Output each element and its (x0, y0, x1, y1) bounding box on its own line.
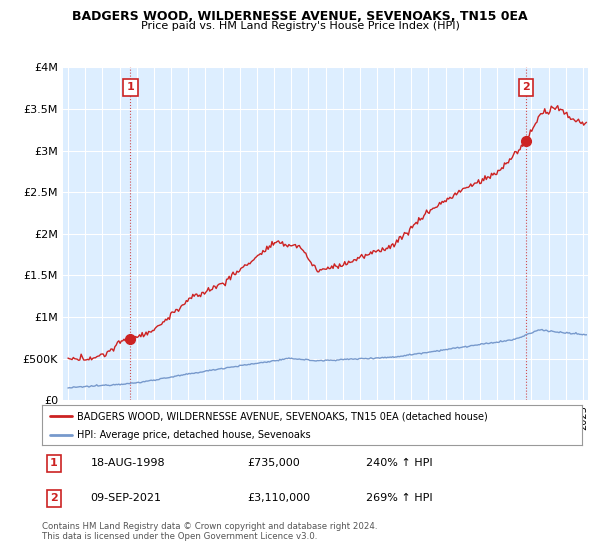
Text: 1: 1 (50, 459, 58, 468)
Text: 18-AUG-1998: 18-AUG-1998 (91, 459, 165, 468)
Text: HPI: Average price, detached house, Sevenoaks: HPI: Average price, detached house, Seve… (77, 430, 311, 440)
Text: Price paid vs. HM Land Registry's House Price Index (HPI): Price paid vs. HM Land Registry's House … (140, 21, 460, 31)
Text: 09-SEP-2021: 09-SEP-2021 (91, 493, 161, 503)
Text: 1: 1 (127, 82, 134, 92)
Text: 2: 2 (522, 82, 530, 92)
Text: £735,000: £735,000 (247, 459, 300, 468)
Text: 269% ↑ HPI: 269% ↑ HPI (366, 493, 433, 503)
Text: 240% ↑ HPI: 240% ↑ HPI (366, 459, 433, 468)
Text: BADGERS WOOD, WILDERNESSE AVENUE, SEVENOAKS, TN15 0EA (detached house): BADGERS WOOD, WILDERNESSE AVENUE, SEVENO… (77, 411, 488, 421)
Text: 2: 2 (50, 493, 58, 503)
Text: Contains HM Land Registry data © Crown copyright and database right 2024.
This d: Contains HM Land Registry data © Crown c… (42, 522, 377, 542)
Text: £3,110,000: £3,110,000 (247, 493, 310, 503)
Text: BADGERS WOOD, WILDERNESSE AVENUE, SEVENOAKS, TN15 0EA: BADGERS WOOD, WILDERNESSE AVENUE, SEVENO… (72, 10, 528, 23)
